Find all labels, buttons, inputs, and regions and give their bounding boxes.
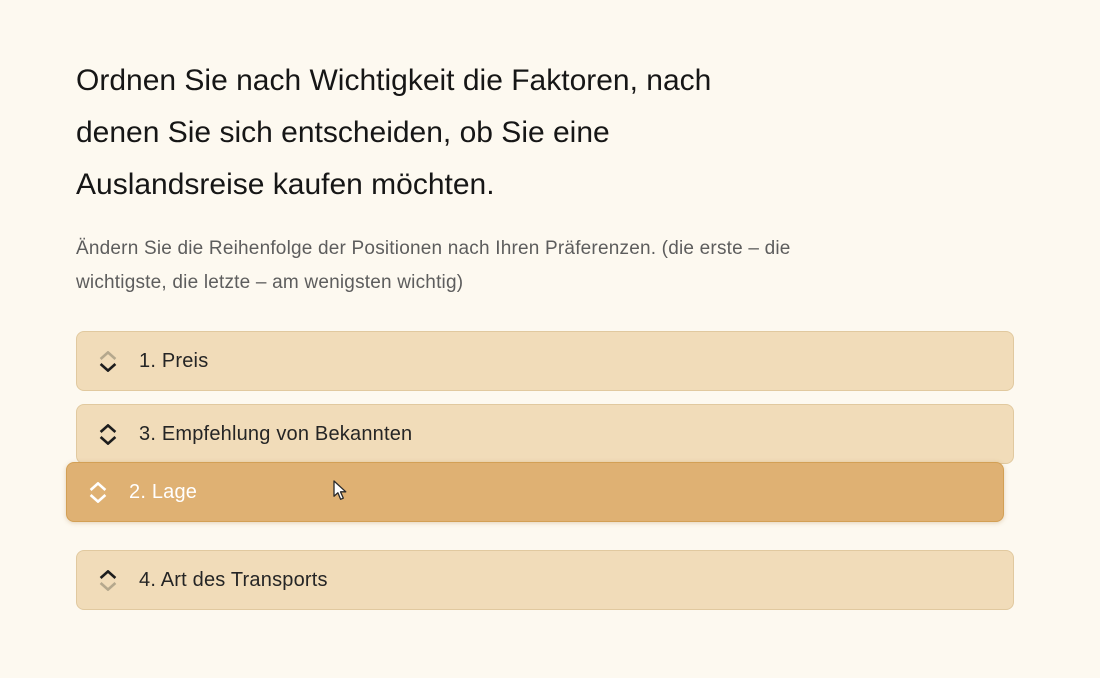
chevron-up-icon[interactable] [99, 569, 117, 579]
chevron-down-icon[interactable] [99, 581, 117, 591]
move-item-handle[interactable] [89, 481, 107, 503]
chevron-up-icon[interactable] [99, 350, 117, 360]
chevron-up-icon[interactable] [89, 481, 107, 491]
chevron-up-icon[interactable] [99, 423, 117, 433]
rank-item-preis[interactable]: 1. Preis [76, 331, 1014, 391]
question-title-line: Auslandsreise kaufen möchten. [76, 168, 495, 201]
question-instructions: Ändern Sie die Reihenfolge der Positione… [76, 232, 1026, 300]
rank-item-label: 4. Art des Transports [139, 568, 328, 591]
question-title-line: denen Sie sich entscheiden, ob Sie eine [76, 116, 610, 149]
rank-item-label: 1. Preis [139, 349, 209, 372]
rank-item-lage[interactable]: 2. Lage [66, 462, 1004, 522]
rank-item-empfehlung[interactable]: 3. Empfehlung von Bekannten [76, 404, 1014, 464]
chevron-down-icon[interactable] [99, 435, 117, 445]
move-item-handle[interactable] [99, 423, 117, 445]
move-item-handle[interactable] [99, 569, 117, 591]
rank-item-label: 2. Lage [129, 480, 198, 503]
chevron-down-icon[interactable] [99, 362, 117, 372]
question-instructions-line: wichtigste, die letzte – am wenigsten wi… [76, 272, 464, 293]
question-title-line: Ordnen Sie nach Wichtigkeit die Faktoren… [76, 64, 712, 97]
rank-item-transport[interactable]: 4. Art des Transports [76, 550, 1014, 610]
move-item-handle[interactable] [99, 350, 117, 372]
question-title: Ordnen Sie nach Wichtigkeit die Faktoren… [76, 55, 1026, 211]
rank-item-label: 3. Empfehlung von Bekannten [139, 422, 413, 445]
question-instructions-line: Ändern Sie die Reihenfolge der Positione… [76, 238, 791, 259]
chevron-down-icon[interactable] [89, 493, 107, 503]
rank-list: 1. Preis 3. Empfehlung von Bekannten 2. … [66, 331, 1014, 623]
